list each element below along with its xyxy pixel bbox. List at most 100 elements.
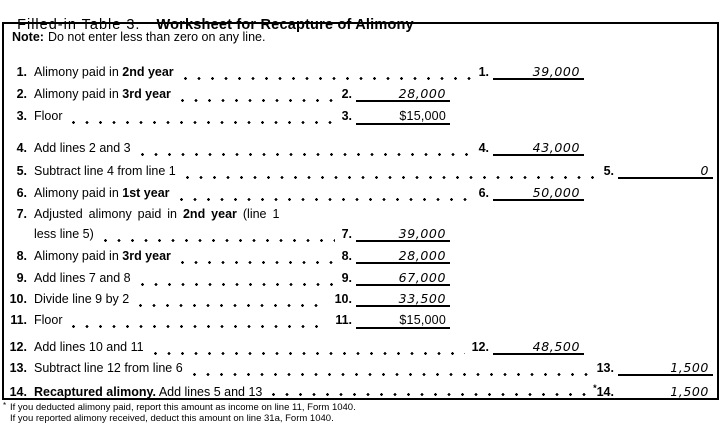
row-label: Adjusted alimony paid in 2nd year (line … [34, 206, 279, 223]
row-label-bold: 3rd year [122, 87, 171, 101]
dot-leader [180, 99, 335, 102]
dot-leader [180, 261, 335, 264]
entry-value-line[interactable]: 28,000 [356, 249, 450, 264]
row-number: 6. [16, 186, 27, 200]
row-label-bold: 2nd year [122, 65, 174, 79]
entry-value-line[interactable]: 0 [618, 164, 713, 179]
row-label-continuation: less line 5) [34, 227, 94, 241]
note-body: Do not enter less than zero on any line. [47, 30, 266, 44]
row-label-text: Add lines 5 and 13 [156, 385, 263, 400]
row-label: Subtract line 4 from line 1 [34, 163, 176, 180]
row-label-text: Add lines 10 and 11 [34, 340, 144, 354]
entry-value: 1,500 [670, 360, 709, 375]
entry-value: 0 [700, 163, 709, 178]
entry-field: 9. 67,000 [342, 270, 450, 287]
row-label-text: Floor [34, 313, 63, 327]
row-label: Add lines 10 and 11 [34, 339, 144, 356]
row-label-text: Alimony paid in [34, 87, 123, 101]
entry-value: 43,000 [532, 140, 580, 155]
row-label: Add lines 7 and 8 [34, 270, 131, 287]
entry-number-text: 8. [341, 249, 352, 263]
entry-number: 2. [342, 86, 352, 103]
row-label-bold: 2nd year [182, 207, 237, 221]
dot-leader [139, 304, 328, 307]
row-number: 5. [16, 164, 27, 178]
row-number: 8. [16, 249, 27, 263]
worksheet-row-2: 2. Alimony paid in 3rd year 2. 28,000 [4, 86, 450, 103]
entry-number-text: 9. [341, 271, 352, 285]
entry-number: 5. [604, 163, 614, 180]
entry-value-line[interactable]: 39,000 [356, 227, 450, 242]
worksheet-row-14: 14. Recaptured alimony. Add lines 5 and … [4, 380, 713, 401]
row-number: 14. [9, 385, 27, 400]
entry-number: 9. [342, 270, 352, 287]
row-number: 13. [9, 361, 27, 375]
worksheet-row-1: 1. Alimony paid in 2nd year 1. 39,000 [4, 64, 584, 81]
row-number: 3. [16, 109, 27, 123]
entry-number-text: 5. [603, 164, 614, 178]
row-label-bold: Recaptured alimony. [34, 385, 157, 400]
entry-value: $15,000 [399, 109, 446, 123]
entry-field: 7. 39,000 [342, 226, 450, 243]
row-label-bold: 1st year [122, 186, 170, 200]
row-label-text: Subtract line 4 from line 1 [34, 164, 176, 178]
table-number-label: Filled-in Table 3. [17, 17, 141, 33]
entry-field: 3. $15,000 [342, 108, 450, 125]
entry-value-line[interactable]: 33,500 [356, 292, 450, 307]
entry-value: 28,000 [398, 86, 446, 101]
entry-value-line[interactable]: 67,000 [356, 271, 450, 286]
entry-number: 1. [479, 64, 489, 81]
row-number: 12. [9, 340, 27, 354]
row-label: Alimony paid in 3rd year [34, 248, 171, 265]
entry-value: 39,000 [398, 226, 446, 241]
worksheet-row-12: 12. Add lines 10 and 11 12. 48,500 [4, 339, 584, 356]
row-label-text: Alimony paid in [34, 65, 123, 79]
entry-value: $15,000 [399, 313, 446, 327]
worksheet-row-10: 10. Divide line 9 by 2 10. 33,500 [4, 291, 450, 308]
entry-value-line[interactable]: 1,500 [618, 385, 713, 401]
table-title: Worksheet for Recapture of Alimony [156, 17, 414, 33]
row-number: 7. [16, 207, 27, 221]
entry-value-line[interactable]: 28,000 [356, 87, 450, 102]
footnote-marker: * [593, 383, 597, 393]
dot-leader [72, 121, 335, 124]
row-label-text: Alimony paid in [34, 249, 123, 263]
entry-value-line[interactable]: 1,500 [618, 361, 713, 376]
note-text: Note: Do not enter less than zero on any … [12, 30, 265, 45]
entry-value: 48,500 [532, 339, 580, 354]
worksheet-row-3: 3. Floor 3. $15,000 [4, 108, 450, 125]
row-label-text: Divide line 9 by 2 [34, 292, 130, 306]
entry-field: 10. 33,500 [335, 291, 450, 308]
entry-number: 13. [597, 360, 614, 377]
entry-number-text: 7. [341, 227, 352, 241]
worksheet-box: Note: Do not enter less than zero on any … [2, 22, 719, 401]
entry-value-line[interactable]: 39,000 [493, 65, 584, 80]
footnote-star-icon: * [3, 401, 7, 410]
entry-number-text: 3. [341, 109, 352, 123]
dot-leader [192, 373, 590, 376]
worksheet-row-7-line1: 7. Adjusted alimony paid in 2nd year (li… [4, 206, 450, 223]
entry-value-line[interactable]: 48,500 [493, 340, 584, 355]
entry-value-line[interactable]: 50,000 [493, 186, 584, 201]
entry-value-line: $15,000 [356, 314, 450, 329]
entry-value-line[interactable]: 43,000 [493, 141, 584, 156]
entry-number: 8. [342, 248, 352, 265]
worksheet-row-8: 8. Alimony paid in 3rd year 8. 28,000 [4, 248, 450, 265]
worksheet-row-4: 4. Add lines 2 and 3 4. 43,000 [4, 140, 584, 157]
dot-leader [153, 352, 465, 355]
row-label-text: Alimony paid in [34, 186, 123, 200]
row-label: Alimony paid in 3rd year [34, 86, 171, 103]
entry-value-line: $15,000 [356, 110, 450, 125]
row-label-text: Adjusted alimony paid in [34, 207, 183, 221]
note-label: Note: [12, 30, 44, 44]
entry-value: 67,000 [398, 270, 446, 285]
dot-leader [140, 153, 472, 156]
worksheet-row-7-line2: less line 5) 7. 39,000 [4, 226, 450, 243]
row-label: Alimony paid in 1st year [34, 185, 170, 202]
worksheet-row-11: 11. Floor 11. $15,000 [4, 312, 450, 329]
entry-field: 2. 28,000 [342, 86, 450, 103]
entry-field: 13. 1,500 [597, 360, 713, 377]
row-label-text: Add lines 7 and 8 [34, 271, 131, 285]
entry-field: 5. 0 [604, 163, 713, 180]
entry-field: 12. 48,500 [472, 339, 584, 356]
